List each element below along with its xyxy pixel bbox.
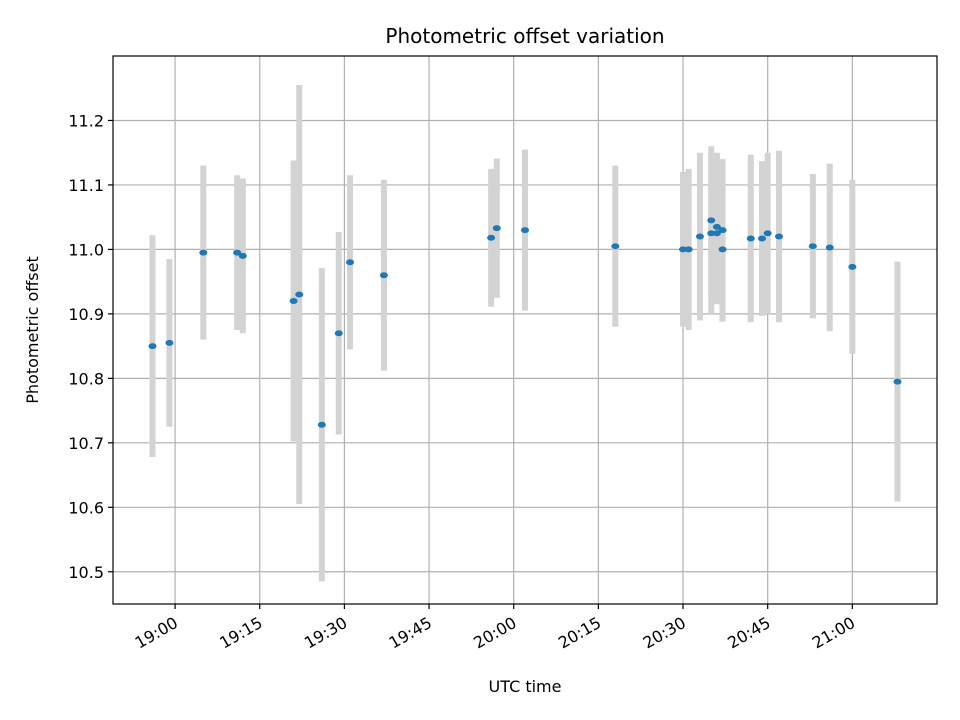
data-point <box>289 297 298 304</box>
data-points <box>148 217 902 428</box>
y-tick-label: 11.0 <box>68 240 104 259</box>
chart-title: Photometric offset variation <box>385 24 664 48</box>
data-point <box>199 249 208 256</box>
data-point <box>707 217 716 224</box>
data-point <box>611 243 620 250</box>
data-point <box>679 246 688 253</box>
y-tick-label: 10.6 <box>68 498 104 517</box>
plot-frame <box>112 55 938 605</box>
data-point <box>165 339 174 346</box>
data-point <box>521 227 529 234</box>
x-axis-label: UTC time <box>489 677 562 696</box>
data-point <box>233 249 242 256</box>
data-point <box>695 233 704 240</box>
data-point <box>758 235 767 242</box>
data-point <box>707 230 716 237</box>
data-point <box>148 343 157 350</box>
grid <box>113 56 937 604</box>
data-point <box>848 263 857 270</box>
data-point <box>492 225 501 232</box>
y-tick-label: 11.2 <box>68 111 104 130</box>
data-point <box>808 243 817 250</box>
data-point <box>746 235 755 242</box>
data-point <box>346 259 355 266</box>
data-point <box>334 330 343 337</box>
y-tick-label: 10.5 <box>68 563 104 582</box>
data-point <box>295 291 304 298</box>
y-tick-label: 11.1 <box>68 176 104 195</box>
data-point <box>238 252 247 259</box>
data-point <box>825 244 834 251</box>
y-axis: 10.5 10.6 10.7 10.8 10.9 11.0 11.1 11.2 <box>68 111 113 582</box>
data-point <box>487 234 496 241</box>
y-tick-label: 10.8 <box>68 369 104 388</box>
y-tick-label: 10.7 <box>68 434 104 453</box>
data-point <box>317 421 326 428</box>
data-point <box>712 223 721 230</box>
data-point <box>893 378 902 385</box>
y-axis-label: Photometric offset <box>23 256 42 404</box>
data-point <box>718 246 727 253</box>
data-point <box>712 230 721 237</box>
data-point <box>763 230 772 237</box>
data-point <box>379 272 388 279</box>
data-point <box>684 246 693 253</box>
y-tick-label: 10.9 <box>68 305 104 324</box>
data-point <box>774 233 783 240</box>
data-point <box>718 227 727 234</box>
